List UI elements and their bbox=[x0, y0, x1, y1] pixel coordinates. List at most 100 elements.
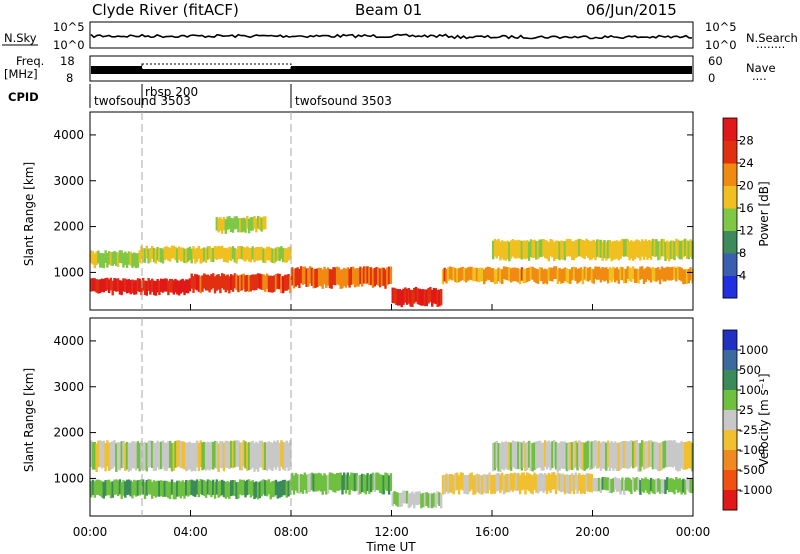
velocity-cell bbox=[176, 480, 179, 497]
velocity-cell bbox=[251, 480, 254, 496]
power-cell bbox=[136, 278, 140, 292]
power-cell bbox=[596, 239, 599, 257]
power-cell bbox=[120, 280, 123, 296]
velocity-cell bbox=[610, 441, 613, 468]
velocity-cell bbox=[172, 482, 175, 500]
power-cell bbox=[637, 240, 640, 259]
velocity-cell bbox=[285, 481, 288, 498]
velocity-cell bbox=[118, 442, 122, 471]
power-cell bbox=[639, 241, 642, 261]
velocity-cell bbox=[551, 472, 554, 490]
date-title: 06/Jun/2015 bbox=[586, 1, 677, 19]
velocity-cell bbox=[673, 440, 676, 467]
velocity-cell bbox=[619, 479, 622, 495]
power-cell bbox=[152, 280, 156, 296]
power-cell bbox=[255, 247, 258, 261]
power-cell bbox=[142, 277, 145, 291]
power-cell bbox=[167, 247, 170, 261]
power-cell bbox=[142, 248, 145, 263]
velocity-cell bbox=[337, 473, 341, 491]
power-cell bbox=[95, 279, 98, 293]
nsky-right-tick-bottom: 10^0 bbox=[705, 38, 737, 52]
velocity-cell bbox=[619, 442, 622, 470]
velocity-cell bbox=[578, 440, 581, 468]
power-cell bbox=[371, 268, 375, 288]
velocity-cell bbox=[524, 442, 527, 471]
power-cell bbox=[649, 268, 653, 283]
velocity-cell bbox=[565, 442, 568, 472]
power-cell bbox=[493, 239, 497, 257]
velocity-cell bbox=[221, 479, 224, 496]
velocity-cell bbox=[242, 479, 245, 496]
power-cell bbox=[269, 275, 272, 293]
velocity-cell bbox=[393, 491, 396, 505]
velocity-cell bbox=[594, 440, 597, 467]
velocity-cell bbox=[632, 477, 635, 490]
power-cell bbox=[386, 267, 389, 286]
power-cell bbox=[540, 239, 543, 257]
power-cell bbox=[508, 241, 511, 262]
y-tick-label: 2000 bbox=[53, 426, 84, 440]
power-cell bbox=[289, 276, 292, 294]
power-cell bbox=[499, 268, 502, 284]
colorbar-swatch bbox=[723, 118, 737, 141]
power-cell bbox=[190, 273, 193, 289]
power-cell bbox=[287, 274, 290, 290]
power-cell bbox=[353, 268, 357, 288]
velocity-cell bbox=[206, 441, 210, 470]
velocity-cell bbox=[524, 475, 527, 495]
velocity-cell bbox=[574, 440, 577, 468]
velocity-cell bbox=[504, 474, 507, 493]
velocity-cell bbox=[562, 473, 565, 492]
velocity-cell bbox=[226, 441, 229, 468]
nave-dots: .... bbox=[752, 69, 767, 83]
velocity-cell bbox=[565, 474, 568, 493]
power-cell bbox=[255, 218, 258, 233]
velocity-cell bbox=[531, 443, 534, 472]
velocity-cell bbox=[639, 480, 642, 495]
power-cell bbox=[149, 248, 152, 263]
power-cell bbox=[181, 278, 184, 293]
velocity-cell bbox=[649, 440, 653, 467]
velocity-cell bbox=[181, 480, 184, 497]
power-cell bbox=[120, 250, 123, 264]
velocity-cell bbox=[188, 441, 192, 470]
velocity-cell bbox=[339, 472, 342, 490]
power-cell bbox=[572, 241, 576, 261]
power-cell bbox=[470, 266, 473, 281]
velocity-cell bbox=[217, 481, 220, 498]
power-cell bbox=[197, 275, 201, 292]
velocity-cell bbox=[418, 491, 421, 505]
power-cell bbox=[118, 280, 122, 295]
freq-label: Freq. bbox=[16, 54, 44, 68]
velocity-cell bbox=[642, 441, 646, 470]
power-cell bbox=[400, 290, 403, 308]
power-cell bbox=[235, 248, 238, 264]
velocity-cell bbox=[267, 479, 271, 495]
velocity-cell bbox=[274, 442, 278, 470]
velocity-cell bbox=[224, 440, 227, 468]
velocity-cell bbox=[149, 479, 152, 495]
velocity-cell bbox=[348, 475, 351, 495]
velocity-cell bbox=[608, 442, 612, 471]
velocity-cell bbox=[621, 441, 624, 468]
velocity-cell bbox=[506, 473, 509, 493]
velocity-cell bbox=[264, 480, 267, 496]
power-cell bbox=[635, 268, 638, 283]
colorbar-tick-label: -25 bbox=[739, 423, 758, 437]
power-cell bbox=[368, 267, 371, 285]
velocity-cell bbox=[127, 479, 131, 495]
power-cell bbox=[536, 240, 540, 260]
velocity-cell bbox=[125, 441, 129, 470]
velocity-cell bbox=[127, 443, 131, 472]
power-cell bbox=[239, 218, 242, 233]
power-cell bbox=[626, 239, 629, 257]
power-cell bbox=[373, 268, 376, 287]
power-cell bbox=[603, 267, 606, 282]
power-cell bbox=[596, 266, 599, 280]
velocity-cell bbox=[450, 474, 454, 493]
velocity-cell bbox=[136, 480, 140, 496]
velocity-cell bbox=[605, 477, 608, 491]
power-cell bbox=[152, 247, 156, 263]
velocity-cell bbox=[122, 440, 125, 468]
